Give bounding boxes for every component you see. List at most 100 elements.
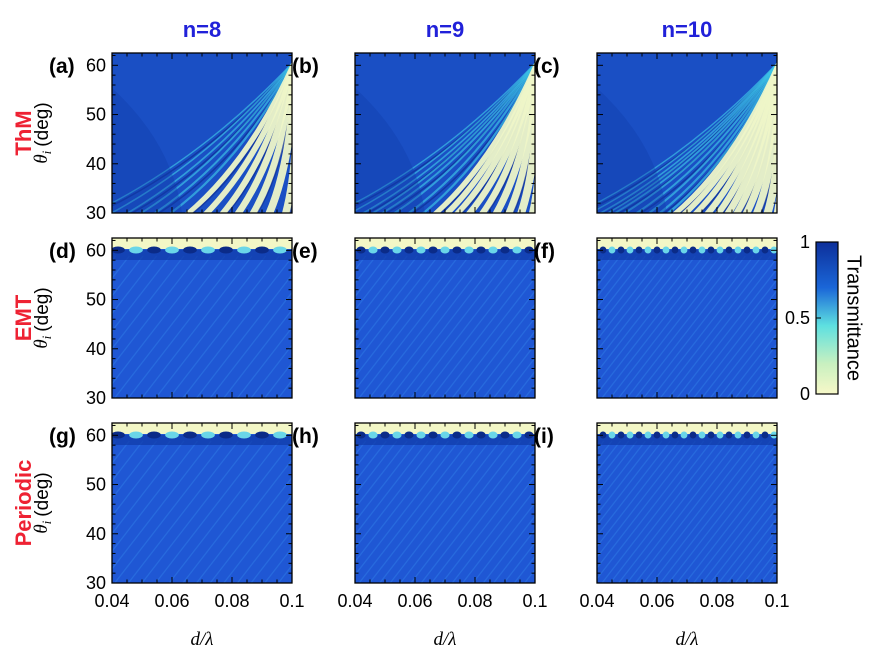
- stripe: [223, 493, 292, 583]
- fringe: [733, 62, 777, 213]
- stripe: [597, 440, 671, 537]
- stripe: [379, 255, 491, 398]
- fringe: [763, 108, 777, 213]
- fringe-blob: [392, 246, 402, 254]
- stripe: [734, 343, 777, 398]
- stripe: [597, 440, 663, 526]
- y-axis-subscript: i: [39, 520, 54, 524]
- stripe: [597, 440, 638, 494]
- column-title: n=10: [662, 17, 713, 42]
- fringe-blob: [761, 246, 769, 254]
- fringe-blob: [129, 431, 143, 439]
- fringe-blob: [165, 431, 179, 439]
- fringe: [407, 63, 535, 213]
- fringe-blob: [452, 246, 462, 254]
- stripe: [379, 440, 491, 583]
- fringe-blob: [500, 246, 510, 254]
- stripe: [355, 440, 398, 496]
- fringe-blob: [644, 431, 652, 439]
- stripe: [693, 474, 777, 583]
- x-tick-label: 0.1: [279, 591, 304, 611]
- fringe: [622, 63, 777, 213]
- fringe: [355, 62, 535, 212]
- fringe-dark: [536, 61, 544, 217]
- y-axis-symbol: θ: [31, 524, 52, 533]
- stripe: [597, 440, 705, 580]
- dark-band: [597, 435, 777, 445]
- stripe: [264, 546, 292, 583]
- stripe: [601, 255, 713, 398]
- heatmap-panel: [596, 422, 778, 584]
- dark-region: [112, 88, 182, 213]
- fringe-blob: [680, 246, 688, 254]
- stripe: [743, 353, 777, 398]
- stripe: [597, 255, 671, 352]
- fringe-blob: [201, 431, 215, 439]
- fringe-blob: [698, 431, 706, 439]
- fringe-blob: [671, 246, 679, 254]
- panel-label: (f): [534, 240, 555, 263]
- dark-band: [112, 250, 292, 260]
- panel-label: (e): [292, 240, 318, 263]
- panel-label: (h): [292, 425, 319, 448]
- stripe: [155, 255, 267, 398]
- stripe: [668, 442, 777, 583]
- fringe: [517, 73, 535, 213]
- fringe-blob: [112, 431, 125, 439]
- stripe: [668, 257, 777, 398]
- fringe-blob: [440, 431, 450, 439]
- fringe-blob: [273, 246, 287, 254]
- x-tick-label: 0.04: [94, 591, 129, 611]
- fringe: [634, 63, 777, 213]
- fringe: [139, 63, 292, 213]
- heatmap-background: [112, 238, 292, 398]
- fringe-blob: [237, 431, 251, 439]
- stripe: [182, 441, 292, 583]
- panel-content: [112, 423, 292, 583]
- stripe: [355, 440, 408, 510]
- x-tick-label: 0.08: [457, 591, 492, 611]
- panel-content: [112, 53, 292, 213]
- fringe-blob: [512, 431, 522, 439]
- stripe: [472, 501, 535, 583]
- high-angle-band: [355, 238, 535, 249]
- stripe: [355, 440, 439, 550]
- fringe-blob: [416, 246, 426, 254]
- stripe: [462, 488, 535, 583]
- dark-band: [355, 250, 535, 260]
- stripe: [597, 255, 638, 309]
- panel-label: (c): [534, 55, 560, 78]
- fringe-blob: [752, 246, 760, 254]
- fringe-blob: [716, 431, 724, 439]
- fringe-blob: [500, 431, 510, 439]
- fringe-blob: [219, 246, 233, 254]
- stripe: [482, 330, 535, 398]
- heatmap-panel: [111, 52, 293, 214]
- fringe: [281, 59, 292, 213]
- stripe: [609, 440, 721, 583]
- heatmap-panel: [596, 237, 778, 399]
- stripe: [368, 440, 480, 583]
- stripe: [451, 475, 535, 583]
- stripe: [114, 440, 226, 583]
- stripe: [112, 255, 185, 350]
- dark-band: [597, 250, 777, 260]
- colorbar-tick-label: 1: [800, 232, 810, 252]
- stripe: [472, 316, 535, 398]
- stripe: [389, 255, 501, 398]
- stripe: [168, 255, 280, 398]
- dark-region: [597, 88, 667, 213]
- stripe: [355, 255, 460, 392]
- stripe: [751, 364, 777, 398]
- fringe-dark: [256, 92, 292, 213]
- stripe: [659, 440, 771, 583]
- stripe: [643, 255, 755, 398]
- stripe: [718, 506, 777, 583]
- colorbar-tick-label: 0.5: [785, 308, 810, 328]
- stripe: [355, 440, 460, 577]
- y-tick-label: 60: [86, 240, 106, 260]
- heatmap-panel: [111, 422, 293, 584]
- y-tick-label: 50: [86, 290, 106, 310]
- stripe: [482, 515, 535, 583]
- stripe: [236, 326, 292, 398]
